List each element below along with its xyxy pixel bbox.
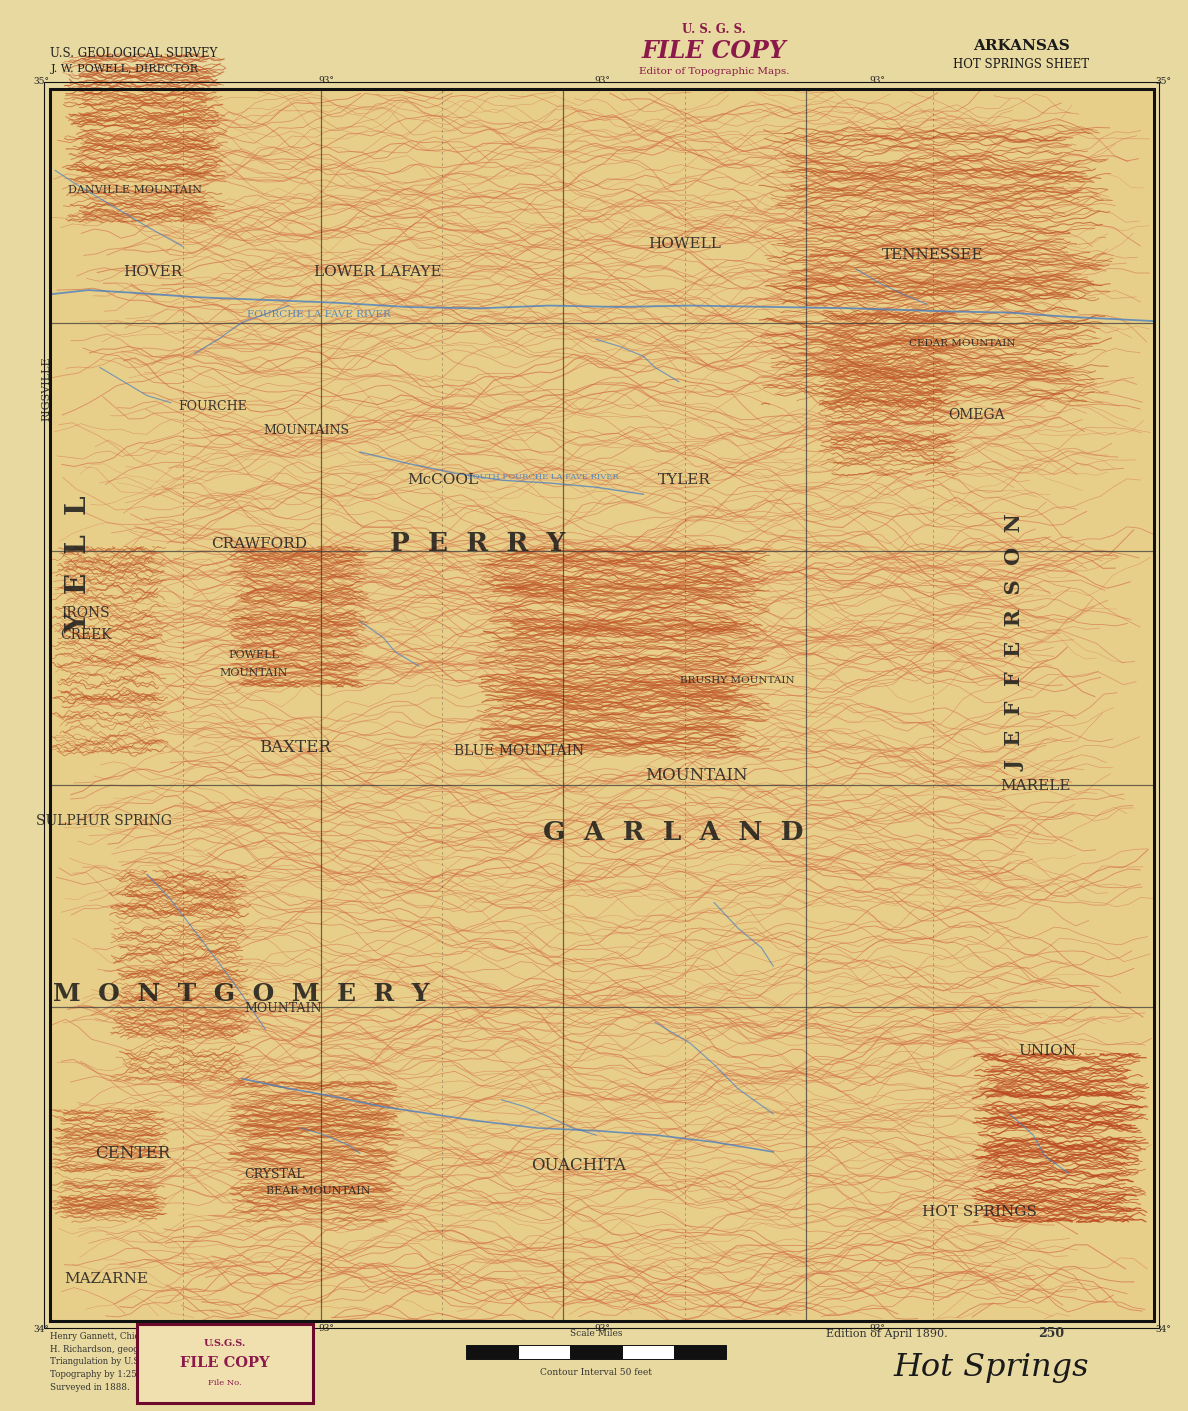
Text: Topography by 1:250,000.: Topography by 1:250,000.	[50, 1370, 165, 1379]
Text: Y  E  L  L: Y E L L	[65, 495, 93, 634]
Text: CRYSTAL: CRYSTAL	[245, 1168, 305, 1181]
Bar	[44, 82, 1159, 1328]
Text: Hot Springs: Hot Springs	[895, 1352, 1089, 1383]
Text: RIGSVILLE: RIGSVILLE	[42, 357, 52, 420]
Text: 35°: 35°	[1155, 78, 1171, 86]
Text: P  E  R  R  Y: P E R R Y	[391, 531, 565, 556]
Text: Surveyed in 1888.: Surveyed in 1888.	[50, 1383, 131, 1391]
Text: HOT SPRINGS SHEET: HOT SPRINGS SHEET	[953, 58, 1089, 72]
Text: TENNESSEE: TENNESSEE	[881, 248, 984, 262]
Text: CRAWFORD: CRAWFORD	[211, 536, 308, 550]
Text: MOUNTAIN: MOUNTAIN	[245, 1002, 322, 1015]
Bar	[518, 1345, 570, 1359]
Text: IRONS: IRONS	[62, 605, 110, 619]
Text: TYLER: TYLER	[658, 473, 712, 487]
Text: McCOOL: McCOOL	[407, 473, 478, 487]
Text: CREEK: CREEK	[61, 628, 112, 642]
Bar	[623, 1345, 674, 1359]
Text: BRUSHY MOUNTAIN: BRUSHY MOUNTAIN	[681, 676, 795, 684]
Text: BEAR MOUNTAIN: BEAR MOUNTAIN	[266, 1187, 371, 1197]
Text: J  E  F  F  E  R  S  O  N: J E F F E R S O N	[1005, 514, 1025, 770]
Text: J. W. POWELL, DIRECTOR: J. W. POWELL, DIRECTOR	[50, 63, 198, 73]
Text: DANVILLE MOUNTAIN: DANVILLE MOUNTAIN	[69, 185, 202, 195]
Text: MOUNTAIN: MOUNTAIN	[645, 768, 747, 785]
Text: ARKANSAS: ARKANSAS	[973, 40, 1069, 54]
Text: G  A  R  L  A  N  D: G A R L A N D	[543, 820, 803, 845]
Text: Triangulation by U.S. Survey.: Triangulation by U.S. Survey.	[50, 1357, 177, 1366]
Text: FILE COPY: FILE COPY	[181, 1356, 270, 1370]
Bar	[50, 89, 1154, 1321]
Text: U. S. G. S.: U. S. G. S.	[682, 23, 746, 37]
Text: OMEGA: OMEGA	[948, 408, 1005, 422]
Text: 93°: 93°	[870, 1324, 886, 1333]
Text: 93°: 93°	[594, 76, 609, 85]
Bar	[570, 1345, 623, 1359]
Text: CEDAR MOUNTAIN: CEDAR MOUNTAIN	[909, 339, 1016, 349]
Text: LOWER LAFAYE: LOWER LAFAYE	[314, 265, 442, 279]
Text: BAXTER: BAXTER	[259, 739, 330, 756]
Text: HOWELL: HOWELL	[649, 237, 721, 251]
Text: CENTER: CENTER	[95, 1144, 171, 1161]
Text: UNION: UNION	[1018, 1044, 1076, 1057]
Text: MOUNTAIN: MOUNTAIN	[220, 669, 287, 679]
Text: HOT SPRINGS: HOT SPRINGS	[922, 1205, 1037, 1219]
Text: MOUNTAINS: MOUNTAINS	[264, 425, 349, 437]
Text: MAZARNE: MAZARNE	[64, 1271, 147, 1285]
Text: FILE COPY: FILE COPY	[642, 38, 786, 62]
Text: HOVER: HOVER	[124, 265, 183, 279]
Text: 35°: 35°	[33, 78, 49, 86]
Text: M  O  N  T  G  O  M  E  R  Y: M O N T G O M E R Y	[53, 982, 430, 1006]
Bar	[674, 1345, 726, 1359]
Text: File No.: File No.	[208, 1379, 242, 1387]
Text: 250: 250	[1038, 1328, 1063, 1340]
Text: 34°: 34°	[33, 1325, 49, 1335]
Text: 93°: 93°	[318, 1324, 334, 1333]
Text: 93°: 93°	[318, 76, 334, 85]
Text: POWELL: POWELL	[228, 650, 279, 660]
Text: SOUTH FOURCHE LA FAVE RIVER: SOUTH FOURCHE LA FAVE RIVER	[467, 473, 619, 481]
Text: 93°: 93°	[870, 76, 886, 85]
Text: FOURCHE: FOURCHE	[178, 401, 247, 413]
Text: 93°: 93°	[594, 1324, 609, 1333]
Bar	[50, 89, 1154, 1321]
Text: MARELE: MARELE	[1000, 779, 1070, 793]
Text: U.S.G.S.: U.S.G.S.	[204, 1339, 246, 1348]
Text: SULPHUR SPRING: SULPHUR SPRING	[36, 814, 171, 828]
Text: Scale Miles: Scale Miles	[570, 1329, 623, 1338]
Bar	[466, 1345, 518, 1359]
Text: OUACHITA: OUACHITA	[531, 1157, 626, 1174]
Text: U.S. GEOLOGICAL SURVEY: U.S. GEOLOGICAL SURVEY	[50, 47, 217, 61]
Text: 34°: 34°	[1155, 1325, 1171, 1335]
FancyBboxPatch shape	[137, 1324, 312, 1403]
Text: H. Richardson, geographer in charge.: H. Richardson, geographer in charge.	[50, 1345, 215, 1353]
Text: BLUE MOUNTAIN: BLUE MOUNTAIN	[454, 744, 584, 758]
Text: Henry Gannett, Chief Geographer.: Henry Gannett, Chief Geographer.	[50, 1332, 200, 1340]
Text: Contour Interval 50 feet: Contour Interval 50 feet	[541, 1369, 652, 1377]
Text: Edition of April 1890.: Edition of April 1890.	[827, 1329, 948, 1339]
Text: FOURCHE LA FAVE RIVER: FOURCHE LA FAVE RIVER	[247, 309, 391, 319]
Text: Editor of Topographic Maps.: Editor of Topographic Maps.	[639, 68, 789, 76]
